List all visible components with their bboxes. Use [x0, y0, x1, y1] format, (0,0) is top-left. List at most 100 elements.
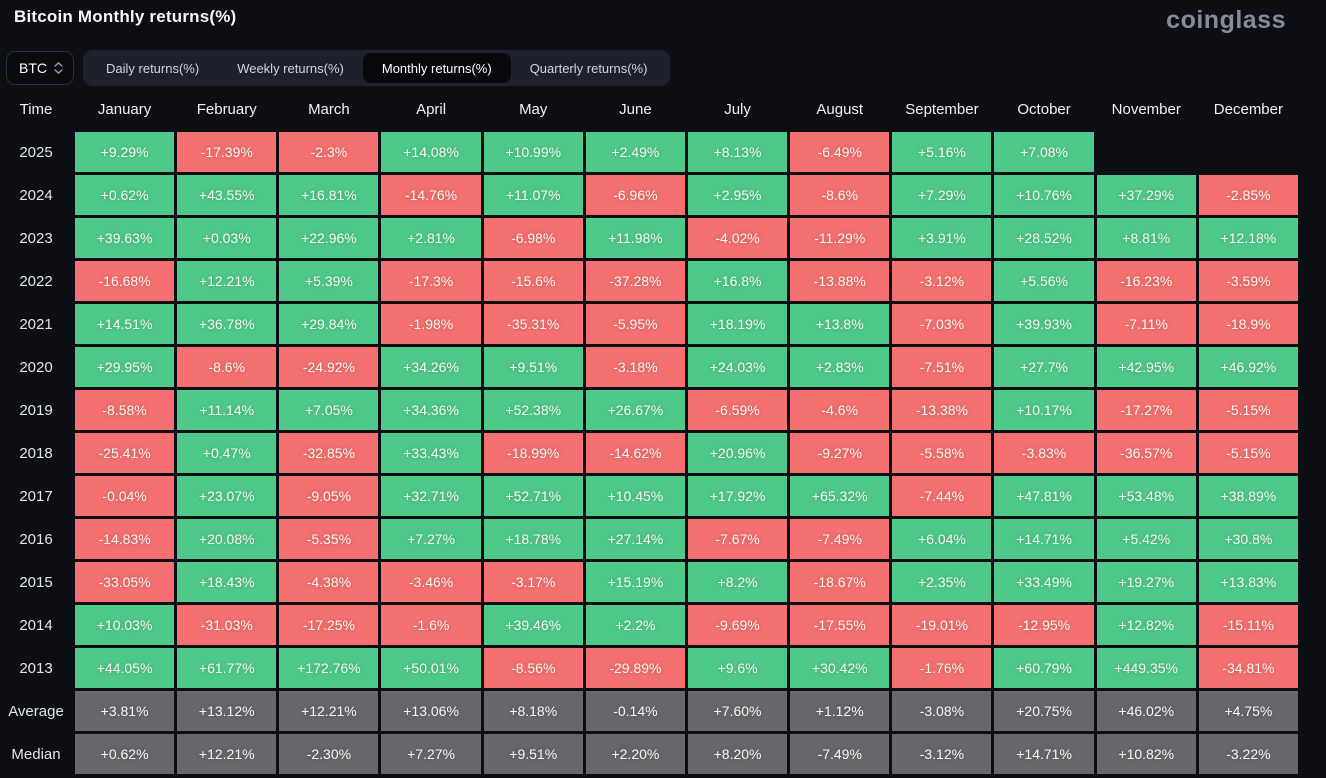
row-label-2014: 2014 [19, 616, 53, 634]
return-cell: +22.96% [279, 218, 379, 258]
row-label-2022: 2022 [19, 272, 53, 290]
return-cell: +32.71% [381, 476, 481, 516]
column-header-march: March [308, 100, 350, 118]
return-cell: -1.6% [381, 605, 481, 645]
return-cell: -17.3% [381, 261, 481, 301]
return-cell: +38.89% [1198, 476, 1298, 516]
return-cell: +18.78% [483, 519, 583, 559]
return-cell: +0.62% [75, 734, 175, 774]
return-cell: +17.92% [687, 476, 788, 516]
return-cell: -32.85% [279, 433, 379, 473]
return-cell: -2.30% [279, 734, 379, 774]
return-cell: +20.75% [994, 691, 1094, 731]
page-title: Bitcoin Monthly returns(%) [14, 7, 237, 26]
return-cell: +12.18% [1198, 218, 1298, 258]
return-cell: +10.99% [483, 132, 583, 172]
return-cell: +36.78% [177, 304, 277, 344]
return-cell: -3.59% [1198, 261, 1298, 301]
return-cell: +8.20% [687, 734, 788, 774]
return-cell: +13.12% [177, 691, 277, 731]
tab-quarterly-returns[interactable]: Quarterly returns(%) [529, 60, 648, 76]
return-cell: -4.6% [790, 390, 890, 430]
row-label-2024: 2024 [19, 186, 53, 204]
return-cell: +44.05% [75, 648, 175, 688]
return-cell: -5.35% [279, 519, 379, 559]
row-label-2025: 2025 [19, 143, 53, 161]
return-cell: +46.92% [1198, 347, 1298, 387]
return-cell: +29.95% [75, 347, 175, 387]
return-cell: +28.52% [994, 218, 1094, 258]
return-cell: +2.83% [790, 347, 890, 387]
return-cell: -24.92% [279, 347, 379, 387]
return-cell: +0.62% [75, 175, 175, 215]
return-cell: +19.27% [1096, 562, 1196, 602]
return-cell: +60.79% [994, 648, 1094, 688]
symbol-selector[interactable]: BTC [6, 51, 74, 85]
return-cell [1199, 132, 1298, 172]
return-cell: +9.51% [483, 347, 583, 387]
return-cell: +65.32% [790, 476, 890, 516]
page-header: Bitcoin Monthly returns(%) coinglass [0, 0, 1326, 42]
return-cell: +39.46% [483, 605, 583, 645]
return-cell: +5.56% [994, 261, 1094, 301]
return-cell: -36.57% [1096, 433, 1196, 473]
return-cell: -8.6% [790, 175, 890, 215]
column-header-december: December [1213, 100, 1283, 118]
returns-table: Time January February March April May June July… [0, 89, 1298, 774]
return-cell: -5.95% [585, 304, 685, 344]
return-cell: -14.62% [585, 433, 685, 473]
return-cell: -1.98% [381, 304, 481, 344]
controls-bar: BTC Daily returns(%) Weekly returns(%) M… [6, 50, 1326, 86]
tab-daily-returns[interactable]: Daily returns(%) [106, 60, 200, 76]
return-cell: +18.19% [687, 304, 788, 344]
return-cell: +10.82% [1096, 734, 1196, 774]
return-cell: +12.21% [177, 734, 277, 774]
tab-weekly-returns[interactable]: Weekly returns(%) [237, 60, 344, 76]
return-cell: +7.27% [381, 519, 481, 559]
return-cell: -18.67% [790, 562, 890, 602]
return-cell: +46.02% [1096, 691, 1196, 731]
return-cell: -34.81% [1198, 648, 1298, 688]
return-cell: -3.18% [585, 347, 685, 387]
returns-period-tabs: Daily returns(%) Weekly returns(%) Month… [83, 50, 671, 86]
return-cell: -1.76% [892, 648, 992, 688]
return-cell: +14.71% [994, 519, 1094, 559]
return-cell: -3.12% [892, 734, 992, 774]
row-label-2016: 2016 [19, 530, 53, 548]
column-header-november: November [1111, 100, 1181, 118]
return-cell: -6.59% [687, 390, 788, 430]
return-cell: -6.96% [585, 175, 685, 215]
column-header-july: July [724, 100, 751, 118]
return-cell: +3.91% [892, 218, 992, 258]
return-cell: +13.83% [1198, 562, 1298, 602]
return-cell: -8.56% [483, 648, 583, 688]
return-cell: +20.08% [177, 519, 277, 559]
return-cell: +12.21% [177, 261, 277, 301]
return-cell: -5.58% [892, 433, 992, 473]
return-cell: -31.03% [177, 605, 277, 645]
return-cell: +0.47% [177, 433, 277, 473]
return-cell: +9.6% [687, 648, 788, 688]
return-cell: +30.42% [790, 648, 890, 688]
return-cell: +43.55% [177, 175, 277, 215]
return-cell: +12.21% [279, 691, 379, 731]
tab-monthly-returns[interactable]: Monthly returns(%) [362, 53, 511, 83]
return-cell: +16.8% [687, 261, 788, 301]
time-column-header: Time [19, 100, 53, 118]
return-cell: +449.35% [1096, 648, 1196, 688]
return-cell: -17.55% [790, 605, 890, 645]
return-cell: -0.04% [75, 476, 175, 516]
return-cell: +2.2% [585, 605, 685, 645]
return-cell: -0.14% [585, 691, 685, 731]
return-cell: -16.23% [1096, 261, 1196, 301]
return-cell: -18.99% [483, 433, 583, 473]
return-cell: -5.15% [1198, 433, 1298, 473]
return-cell: +53.48% [1096, 476, 1196, 516]
return-cell: -3.83% [994, 433, 1094, 473]
return-cell: -2.3% [279, 132, 379, 172]
return-cell: +37.29% [1096, 175, 1196, 215]
return-cell: +14.08% [381, 132, 481, 172]
return-cell: +50.01% [381, 648, 481, 688]
return-cell: +6.04% [892, 519, 992, 559]
row-label-average: Average [8, 702, 64, 720]
